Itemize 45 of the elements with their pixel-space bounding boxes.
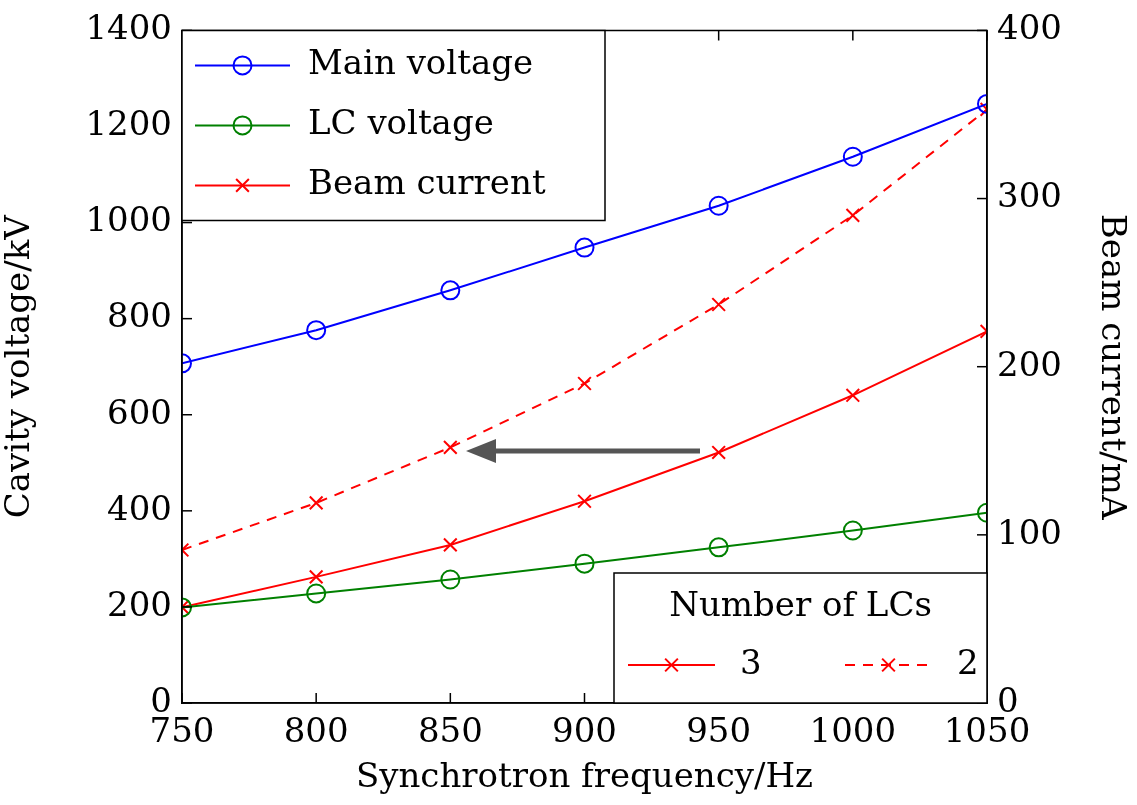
y-tick-label: 600	[107, 391, 172, 432]
y-tick-label: 1200	[85, 103, 172, 144]
point	[442, 440, 458, 455]
point	[845, 387, 861, 403]
x-tick-label: 1000	[809, 710, 897, 751]
x-tick-label: 900	[552, 710, 617, 751]
x-tick-label: 850	[417, 710, 483, 751]
y2-tick-label: 300	[997, 175, 1062, 216]
legend-label: Main voltage	[308, 42, 534, 83]
y-tick-label: 800	[107, 295, 172, 336]
point	[711, 445, 727, 460]
annotation: 2	[957, 641, 979, 682]
y2-tick-label: 400	[997, 7, 1062, 48]
y-tick-label: 200	[107, 583, 172, 624]
point	[842, 146, 863, 167]
y-tick-label: 1400	[85, 7, 172, 48]
y2-axis-title: Beam current/mA	[1093, 213, 1134, 521]
point	[440, 569, 461, 590]
point	[577, 376, 592, 391]
legend-label: LC voltage	[308, 102, 494, 143]
point	[306, 320, 327, 341]
point	[306, 583, 327, 604]
y2-tick-label: 100	[997, 511, 1062, 552]
point	[308, 569, 324, 585]
point	[708, 537, 729, 558]
y2-tick-label: 200	[997, 343, 1062, 384]
legend-title: Number of LCs	[669, 583, 932, 624]
y-tick-label: 400	[107, 487, 172, 528]
x-tick-label: 950	[686, 710, 752, 751]
point	[442, 537, 458, 553]
point	[845, 208, 861, 223]
annotation: 3	[740, 641, 762, 682]
y-tick-label: 1000	[85, 199, 172, 240]
y-axis-title: Cavity voltage/kV	[0, 213, 38, 519]
point	[708, 195, 729, 216]
x-tick-label: 800	[283, 710, 349, 751]
x-axis-title: Synchrotron frequency/Hz	[355, 755, 814, 796]
point	[574, 553, 595, 574]
point	[711, 297, 727, 312]
point	[574, 237, 595, 258]
point	[577, 493, 592, 509]
point	[842, 520, 863, 541]
point	[308, 495, 324, 511]
point	[440, 280, 461, 301]
legend-label: Beam current	[308, 162, 546, 203]
